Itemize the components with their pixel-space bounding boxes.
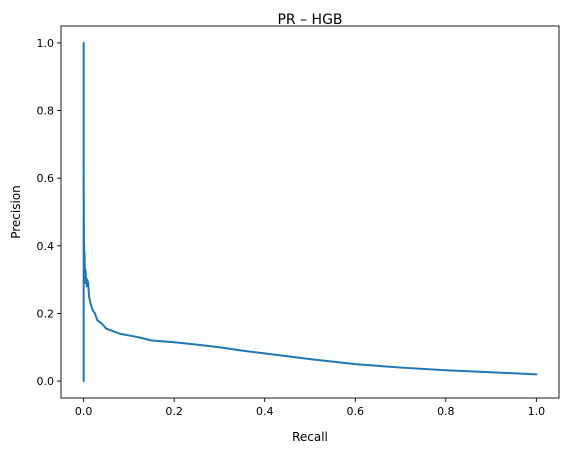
pr-curve-line — [82, 41, 538, 383]
x-axis: 0.0 0.2 0.4 0.6 0.8 1.0 — [75, 398, 545, 418]
x-axis-label: Recall — [292, 430, 328, 444]
x-tick-label: 0.0 — [75, 405, 93, 418]
x-tick-label: 0.2 — [165, 405, 183, 418]
y-axis: 0.0 0.2 0.4 0.6 0.8 1.0 — [37, 37, 61, 388]
y-tick-label: 0.4 — [37, 240, 55, 253]
y-tick-label: 1.0 — [37, 37, 55, 50]
plot-area — [82, 41, 538, 383]
y-tick-label: 0.6 — [37, 172, 55, 185]
y-axis-label: Precision — [9, 185, 23, 239]
y-tick-label: 0.2 — [37, 307, 55, 320]
x-tick-label: 1.0 — [528, 405, 546, 418]
axes-frame — [60, 25, 560, 399]
x-tick-label: 0.8 — [437, 405, 455, 418]
y-tick-label: 0.8 — [37, 105, 55, 118]
x-tick-label: 0.4 — [256, 405, 274, 418]
chart-title: PR – HGB — [277, 12, 342, 28]
x-tick-label: 0.6 — [347, 405, 365, 418]
y-tick-label: 0.0 — [37, 375, 55, 388]
